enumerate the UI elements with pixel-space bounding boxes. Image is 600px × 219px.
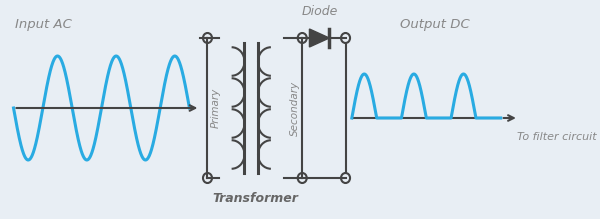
Text: Primary: Primary bbox=[211, 88, 221, 128]
Text: Transformer: Transformer bbox=[212, 192, 298, 205]
Text: Diode: Diode bbox=[301, 5, 338, 18]
Text: Input AC: Input AC bbox=[16, 18, 72, 31]
Text: Secondary: Secondary bbox=[290, 80, 300, 136]
Text: Output DC: Output DC bbox=[400, 18, 470, 31]
Text: To filter circuit: To filter circuit bbox=[517, 132, 596, 142]
Polygon shape bbox=[310, 29, 329, 47]
